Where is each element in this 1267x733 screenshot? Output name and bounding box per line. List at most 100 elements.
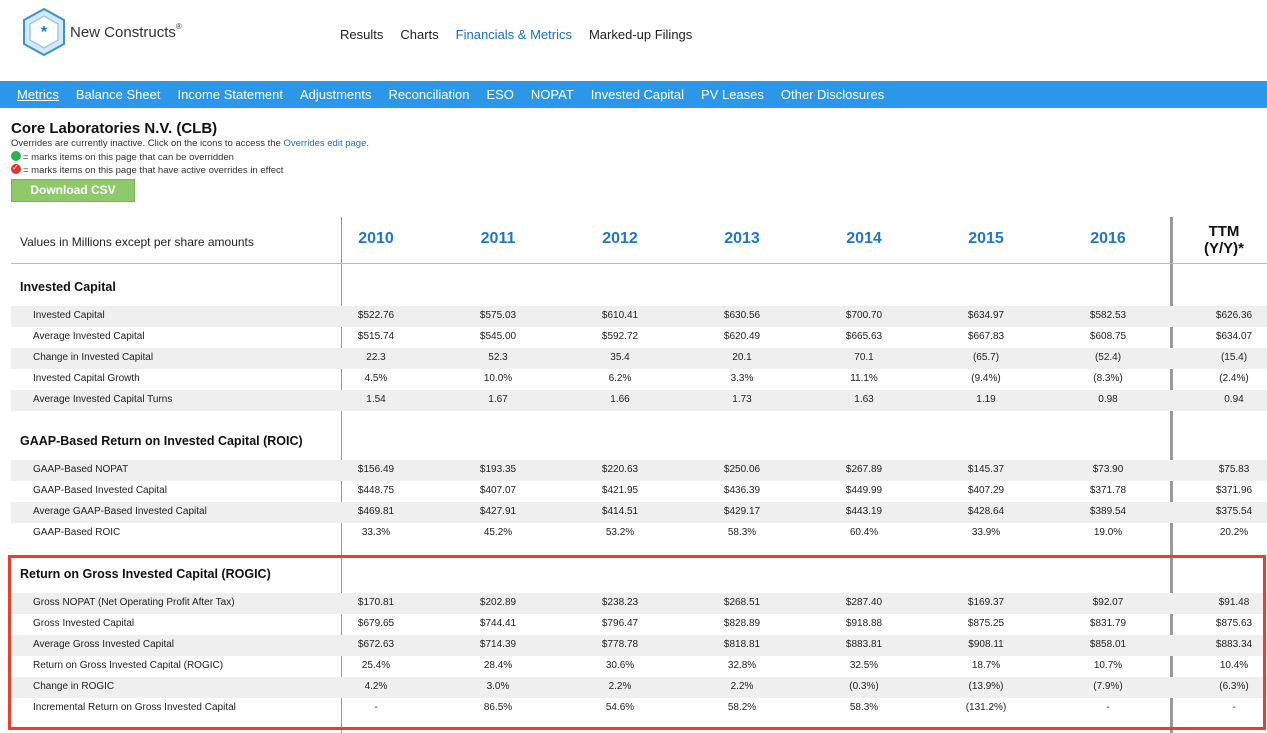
- top-nav-charts[interactable]: Charts: [400, 27, 439, 42]
- table-row: Gross NOPAT (Net Operating Profit After …: [11, 593, 1267, 614]
- row-label: GAAP-Based Invested Capital: [33, 485, 167, 496]
- cell-value: 19.0%: [1093, 527, 1123, 538]
- cell-value: 58.3%: [849, 702, 879, 713]
- ttm-value: $626.36: [1215, 310, 1253, 321]
- brand-name[interactable]: New Constructs®: [70, 22, 182, 41]
- cell-value: 2.2%: [608, 681, 632, 692]
- cell-value: (9.4%): [971, 373, 1001, 384]
- cell-value: $818.81: [723, 639, 761, 650]
- cell-value: 32.5%: [849, 660, 879, 671]
- cell-value: 1.54: [366, 394, 386, 405]
- cell-value: $436.39: [723, 485, 761, 496]
- cell-value: $443.19: [845, 506, 883, 517]
- cell-value: 1.73: [732, 394, 752, 405]
- cell-value: 33.3%: [361, 527, 391, 538]
- subnav-tab-balance-sheet[interactable]: Balance Sheet: [75, 87, 161, 102]
- cell-value: 10.0%: [483, 373, 513, 384]
- cell-value: $831.79: [1089, 618, 1127, 629]
- year-header: 2016: [1090, 230, 1126, 247]
- row-label: Invested Capital: [33, 310, 105, 321]
- year-header: 2011: [480, 230, 516, 247]
- subnav-tab-adjustments[interactable]: Adjustments: [299, 87, 372, 102]
- row-label: Return on Gross Invested Capital (ROGIC): [33, 660, 224, 671]
- cell-value: $449.99: [845, 485, 883, 496]
- subnav-tab-income-statement[interactable]: Income Statement: [177, 87, 283, 102]
- cell-value: $156.49: [357, 464, 395, 475]
- table-row: GAAP-Based Invested Capital $448.75 $407.0…: [11, 481, 1267, 502]
- cell-value: $744.41: [479, 618, 517, 629]
- cell-value: $608.75: [1089, 331, 1127, 342]
- table-row: Change in ROGIC 4.2% 3.0% 2.2% 2.2% (0.3%) (13…: [11, 677, 1267, 698]
- ttm-value: (6.3%): [1219, 681, 1249, 692]
- download-csv-button[interactable]: Download CSV: [11, 179, 135, 202]
- cell-value: 1.66: [610, 394, 630, 405]
- table-row: Incremental Return on Gross Invested Cap…: [11, 698, 1267, 719]
- override-legend-red: = marks items on this page that have act…: [11, 163, 283, 176]
- cell-value: 3.0%: [486, 681, 510, 692]
- cell-value: 25.4%: [361, 660, 391, 671]
- cell-value: 10.7%: [1093, 660, 1123, 671]
- cell-value: $170.81: [357, 597, 395, 608]
- cell-value: $389.54: [1089, 506, 1127, 517]
- cell-value: $250.06: [723, 464, 761, 475]
- year-header: 2014: [846, 230, 882, 247]
- cell-value: $665.63: [845, 331, 883, 342]
- cell-value: (131.2%): [965, 702, 1007, 713]
- cell-value: $73.90: [1092, 464, 1124, 475]
- cell-value: $268.51: [723, 597, 761, 608]
- cell-value: $421.95: [601, 485, 639, 496]
- table-row: Invested Capital $522.76 $575.03 $610.41 $63…: [11, 306, 1267, 327]
- year-header: 2015: [968, 230, 1004, 247]
- subnav-tab-nopat[interactable]: NOPAT: [530, 87, 574, 102]
- subnav-tab-reconciliation[interactable]: Reconciliation: [388, 87, 470, 102]
- cell-value: $714.39: [479, 639, 517, 650]
- cell-value: 22.3: [366, 352, 386, 363]
- cell-value: $592.72: [601, 331, 639, 342]
- row-label: Average Gross Invested Capital: [33, 639, 175, 650]
- cell-value: $407.29: [967, 485, 1005, 496]
- cell-value: 1.19: [976, 394, 996, 405]
- ttm-value: $371.96: [1215, 485, 1253, 496]
- subnav-tab-pv-leases[interactable]: PV Leases: [701, 87, 764, 102]
- ttm-value: $875.63: [1215, 618, 1253, 629]
- cell-value: $238.23: [601, 597, 639, 608]
- top-nav-results[interactable]: Results: [340, 27, 384, 42]
- top-nav-marked-up-filings[interactable]: Marked-up Filings: [588, 27, 693, 42]
- row-label: GAAP-Based ROIC: [33, 527, 121, 538]
- row-label: Change in ROGIC: [33, 681, 115, 692]
- overrides-edit-link[interactable]: Overrides edit page: [283, 138, 367, 149]
- ttm-value: (2.4%): [1219, 373, 1249, 384]
- cell-value: 3.3%: [730, 373, 754, 384]
- row-label: Change in Invested Capital: [33, 352, 154, 363]
- subnav-tab-invested-capital[interactable]: Invested Capital: [590, 87, 685, 102]
- cell-value: $672.63: [357, 639, 395, 650]
- top-nav-financials-metrics[interactable]: Financials & Metrics: [455, 27, 572, 42]
- table-row: Average Gross Invested Capital $672.63 $71…: [11, 635, 1267, 656]
- overrides-note: Overrides are currently inactive. Click …: [11, 138, 370, 149]
- sub-nav: Metrics Balance Sheet Income Statement Adju…: [0, 81, 1267, 108]
- row-label: Average Invested Capital: [33, 331, 145, 342]
- ttm-value: (15.4): [1220, 352, 1248, 363]
- cell-value: $679.65: [357, 618, 395, 629]
- cell-value: $858.01: [1089, 639, 1127, 650]
- row-label: Invested Capital Growth: [33, 373, 140, 384]
- logo-icon[interactable]: *: [21, 7, 67, 57]
- cell-value: $610.41: [601, 310, 639, 321]
- subnav-tab-other-disclosures[interactable]: Other Disclosures: [780, 87, 885, 102]
- cell-value: (8.3%): [1093, 373, 1123, 384]
- cell-value: $620.49: [723, 331, 761, 342]
- ttm-value: 0.94: [1224, 394, 1244, 405]
- cell-value: $630.56: [723, 310, 761, 321]
- ttm-value: 10.4%: [1219, 660, 1249, 671]
- cell-value: 58.3%: [727, 527, 757, 538]
- subnav-tab-eso[interactable]: ESO: [486, 87, 514, 102]
- year-header: 2013: [724, 230, 760, 247]
- units-label: Values in Millions except per share amou…: [20, 235, 254, 249]
- svg-text:*: *: [41, 24, 48, 41]
- table-row: GAAP-Based ROIC 33.3% 45.2% 53.2% 58.3% 60.4%…: [11, 523, 1267, 544]
- cell-value: $582.53: [1089, 310, 1127, 321]
- cell-value: 28.4%: [483, 660, 513, 671]
- cell-value: 1.67: [488, 394, 508, 405]
- cell-value: 58.2%: [727, 702, 757, 713]
- subnav-tab-metrics[interactable]: Metrics: [17, 87, 59, 102]
